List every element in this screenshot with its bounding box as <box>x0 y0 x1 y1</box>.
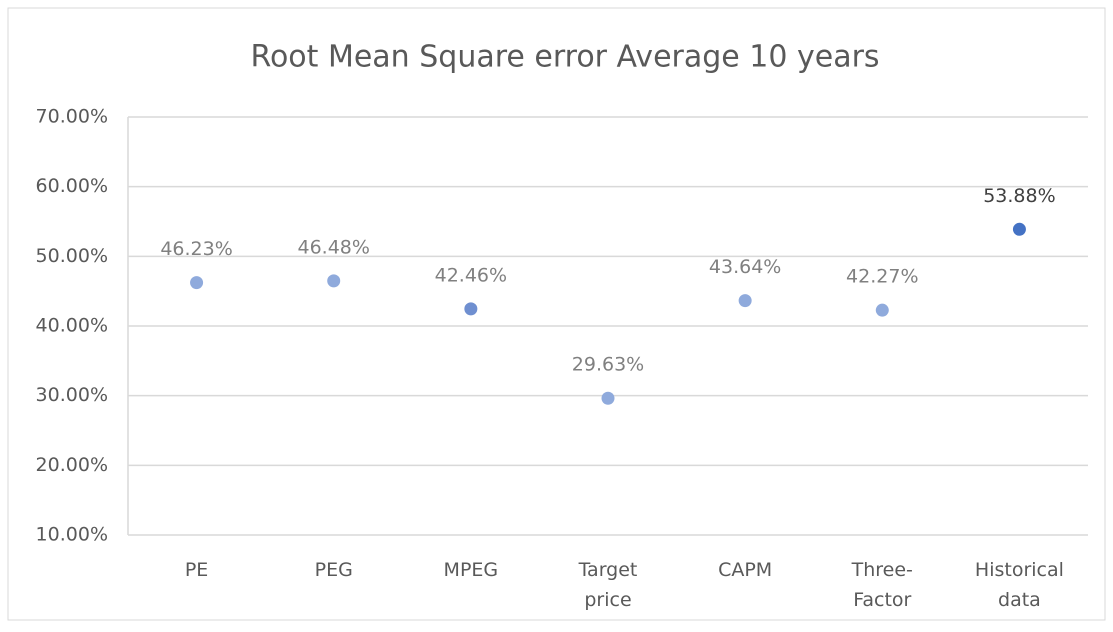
data-label: 53.88% <box>983 185 1055 207</box>
x-tick-group: Historical data <box>951 555 1088 625</box>
chart-title: Root Mean Square error Average 10 years <box>250 40 879 75</box>
y-tick-label: 60.00% <box>36 175 108 197</box>
y-tick-label: 40.00% <box>36 315 108 337</box>
data-point <box>876 304 889 317</box>
x-tick-label: Three-Factor <box>814 555 951 615</box>
y-tick-label: 50.00% <box>36 245 108 267</box>
chart: Root Mean Square error Average 10 years … <box>0 0 1113 628</box>
data-label: 46.48% <box>297 236 369 258</box>
data-label: 29.63% <box>572 354 644 376</box>
chart-border <box>8 8 1105 620</box>
x-tick-label: Target price <box>539 555 676 615</box>
data-label: 43.64% <box>709 256 781 278</box>
data-point <box>190 276 203 289</box>
x-tick-label: CAPM <box>677 555 814 585</box>
x-tick-group: CAPM <box>677 555 814 625</box>
data-point <box>1013 223 1026 236</box>
y-tick-label: 10.00% <box>36 524 108 546</box>
x-tick-label: PEG <box>265 555 402 585</box>
y-tick-label: 70.00% <box>36 106 108 128</box>
x-tick-group: Three-Factor <box>814 555 951 625</box>
x-tick-label: MPEG <box>402 555 539 585</box>
data-label: 46.23% <box>160 238 232 260</box>
x-tick-group: PEG <box>265 555 402 625</box>
x-tick-group: MPEG <box>402 555 539 625</box>
data-label: 42.46% <box>435 264 507 286</box>
data-point <box>327 274 340 287</box>
y-tick-label: 30.00% <box>36 384 108 406</box>
data-label: 42.27% <box>846 266 918 288</box>
x-tick-group: PE <box>128 555 265 625</box>
x-tick-label: PE <box>128 555 265 585</box>
data-point <box>464 302 477 315</box>
x-tick-group: Target price <box>539 555 676 625</box>
x-tick-label: Historical data <box>951 555 1088 615</box>
y-tick-label: 20.00% <box>36 454 108 476</box>
data-point <box>739 294 752 307</box>
data-point <box>602 392 615 405</box>
